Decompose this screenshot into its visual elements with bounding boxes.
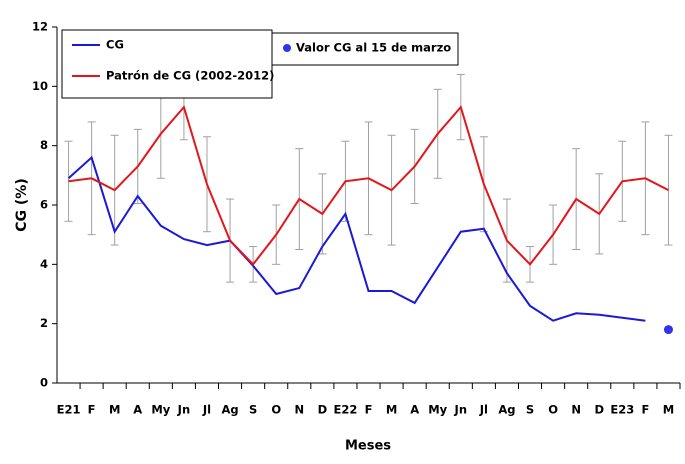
x-tick-label: Ag (221, 403, 238, 417)
x-tick-label: My (428, 403, 447, 417)
y-tick-label: 2 (40, 316, 48, 330)
series-line (68, 105, 669, 266)
x-tick-label: S (526, 403, 534, 417)
x-tick-label: A (410, 403, 419, 417)
x-tick-label: S (249, 403, 257, 417)
y-tick-label: 12 (32, 20, 48, 34)
y-tick-label: 0 (40, 376, 48, 390)
legend-marker (283, 44, 291, 52)
x-tick-label: E23 (610, 403, 634, 417)
legend-label: Patrón de CG (2002-2012) (106, 69, 274, 83)
x-tick-label: Jl (202, 403, 211, 417)
point (663, 325, 673, 335)
x-tick-label: D (594, 403, 604, 417)
y-tick-label: 8 (40, 138, 48, 152)
x-tick-label: F (88, 403, 96, 417)
x-tick-label: M (663, 403, 674, 417)
y-tick-label: 6 (40, 198, 48, 212)
x-tick-label: Jn (454, 403, 467, 417)
y-tick-label: 10 (32, 79, 48, 93)
x-tick-label: E22 (333, 403, 357, 417)
x-tick-label: N (571, 403, 581, 417)
x-tick-label: A (133, 403, 142, 417)
x-tick-label: F (641, 403, 649, 417)
y-axis-label: CG (%) (14, 178, 30, 231)
legend-box (61, 29, 273, 99)
x-tick-label: M (109, 403, 120, 417)
x-tick-label: O (548, 403, 558, 417)
legend-label: CG (106, 38, 124, 52)
legend-label: Valor CG al 15 de marzo (296, 41, 451, 55)
x-tick-label: D (318, 403, 328, 417)
x-tick-label: My (151, 403, 170, 417)
legend-box (271, 32, 459, 66)
series-line (67, 155, 646, 322)
x-tick-label: Jn (177, 403, 190, 417)
x-tick-label: O (271, 403, 281, 417)
x-tick-label: Jl (479, 403, 488, 417)
x-tick-label: N (294, 403, 304, 417)
y-tick-label: 4 (40, 257, 48, 271)
x-axis-label: Meses (345, 439, 391, 454)
x-tick-label: Ag (498, 403, 515, 417)
x-tick-label: F (365, 403, 373, 417)
x-tick-label: M (386, 403, 397, 417)
x-tick-label: E21 (57, 403, 81, 417)
